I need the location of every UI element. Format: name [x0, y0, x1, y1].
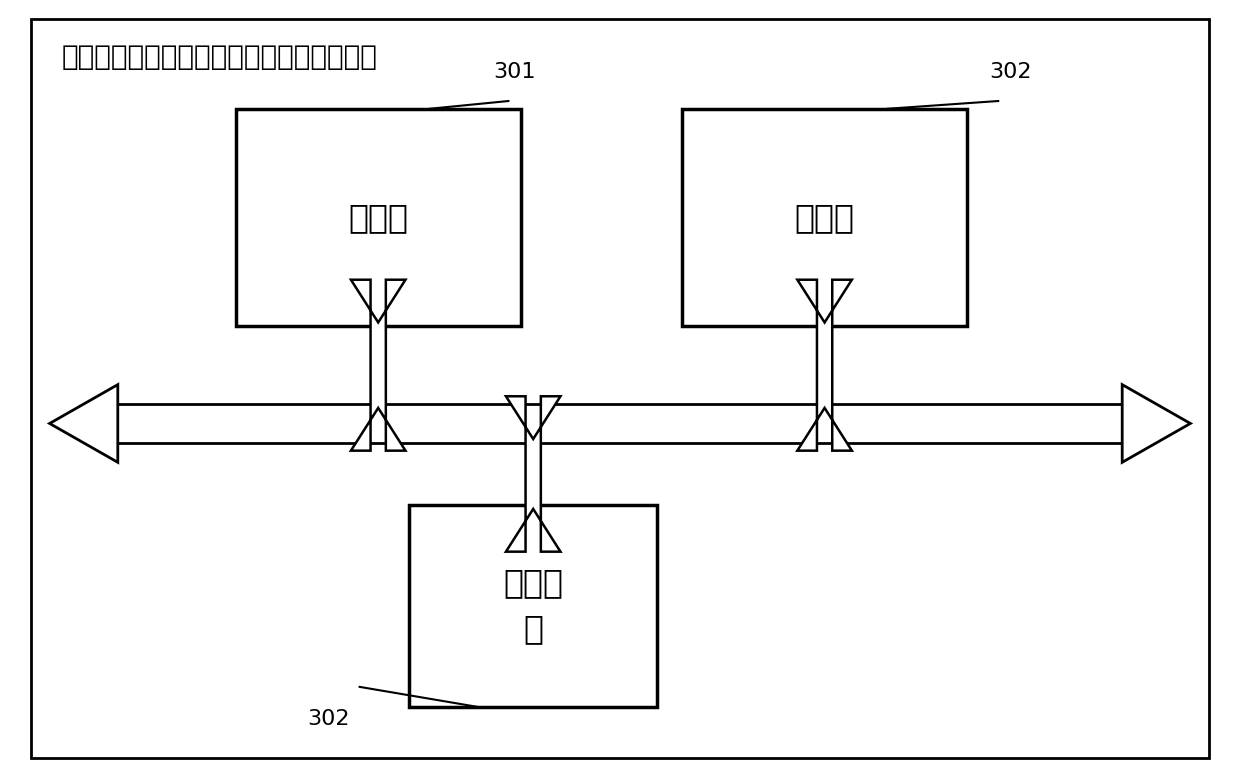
Text: 存储器: 存储器	[795, 201, 854, 234]
Polygon shape	[351, 280, 405, 451]
Text: 高级接收机自主完好性监测保护级优化设备: 高级接收机自主完好性监测保护级优化设备	[62, 43, 378, 71]
Text: 处理器: 处理器	[348, 201, 408, 234]
Polygon shape	[506, 396, 560, 552]
Bar	[682, 109, 967, 326]
Text: 通信接
口: 通信接 口	[503, 566, 563, 646]
Polygon shape	[50, 385, 118, 462]
Text: 302: 302	[308, 709, 350, 729]
Bar	[236, 109, 521, 326]
Text: 301: 301	[494, 61, 536, 82]
Bar	[409, 505, 657, 707]
Polygon shape	[797, 280, 852, 451]
Polygon shape	[1122, 385, 1190, 462]
Text: 302: 302	[990, 61, 1032, 82]
